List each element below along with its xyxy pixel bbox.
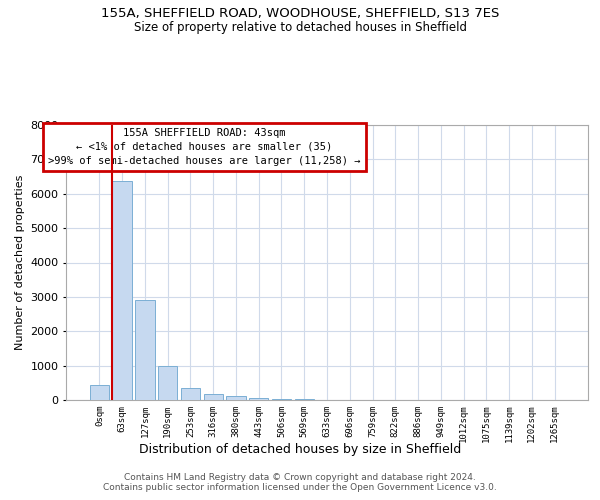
Text: Contains HM Land Registry data © Crown copyright and database right 2024.
Contai: Contains HM Land Registry data © Crown c… [103,472,497,492]
Bar [226,396,245,400]
Bar [249,398,268,400]
Bar [158,366,178,400]
Y-axis label: Number of detached properties: Number of detached properties [14,175,25,350]
Bar [112,180,132,400]
Text: 155A, SHEFFIELD ROAD, WOODHOUSE, SHEFFIELD, S13 7ES: 155A, SHEFFIELD ROAD, WOODHOUSE, SHEFFIE… [101,8,499,20]
Bar [135,300,155,400]
Bar [203,394,223,400]
Text: 155A SHEFFIELD ROAD: 43sqm
← <1% of detached houses are smaller (35)
>99% of sem: 155A SHEFFIELD ROAD: 43sqm ← <1% of deta… [48,128,361,166]
Bar [90,384,109,400]
Bar [181,388,200,400]
Bar [272,399,291,400]
Text: Distribution of detached houses by size in Sheffield: Distribution of detached houses by size … [139,442,461,456]
Text: Size of property relative to detached houses in Sheffield: Size of property relative to detached ho… [133,21,467,34]
